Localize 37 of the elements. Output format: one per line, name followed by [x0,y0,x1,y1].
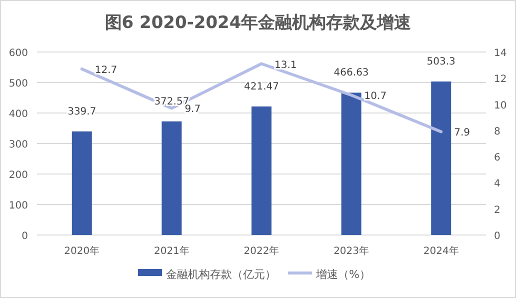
y2-tick-label: 12 [494,74,507,86]
y-tick-label: 500 [8,78,28,90]
bar [162,121,182,235]
x-tick-label: 2024年 [423,245,459,257]
data-label: 466.63 [334,68,369,79]
data-label: 339.7 [68,106,96,118]
y2-tick-label: 0 [494,231,500,242]
y2-tick-label: 8 [494,126,500,138]
data-label: 13.1 [274,60,297,71]
y-tick-label: 400 [8,109,28,120]
legend-label: 金融机构存款（亿元） [166,268,276,281]
data-label: 12.7 [94,64,118,76]
x-tick-label: 2020年 [64,245,100,257]
bar [252,106,272,235]
data-label: 10.7 [364,91,387,102]
x-tick-label: 2021年 [154,245,190,257]
y2-tick-label: 2 [494,204,500,216]
x-tick-label: 2023年 [334,245,370,257]
bar [72,131,92,235]
x-tick-label: 2022年 [244,245,280,257]
data-label: 421.47 [244,81,279,92]
data-label: 503.3 [426,56,456,68]
bar [341,92,362,235]
y-tick-label: 300 [8,140,28,150]
y2-tick-label: 4 [494,178,500,190]
data-label: 9.7 [184,104,201,116]
y-tick-label: 100 [8,200,28,212]
y2-tick-label: 10 [494,100,507,112]
y2-tick-label: 14 [494,48,507,59]
chart-title: 图6 2020-2024年金融机构存款及增速 [104,13,412,33]
bar [431,81,452,235]
data-label: 7.9 [454,128,470,139]
y2-tick-label: 6 [494,152,500,164]
y-tick-label: 600 [8,48,28,59]
y-tick-label: 0 [22,231,28,242]
legend-label: 增速（%） [315,268,370,281]
y-tick-label: 200 [8,170,28,181]
